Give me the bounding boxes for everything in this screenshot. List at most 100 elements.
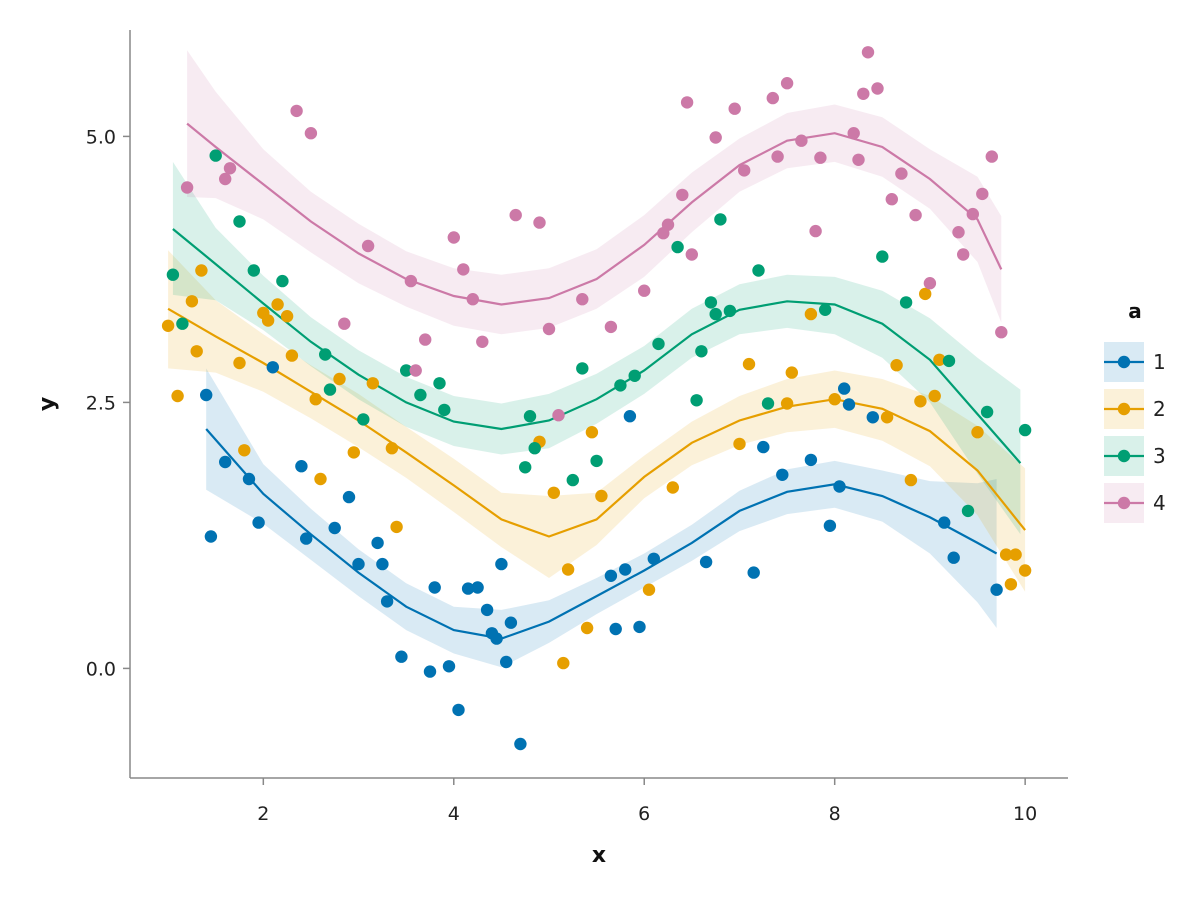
confidence-band-series-2 — [168, 250, 1026, 592]
data-point-series-2 — [261, 314, 275, 327]
data-point-series-4 — [847, 127, 860, 140]
data-point-series-3 — [523, 410, 537, 423]
data-point-series-1 — [990, 583, 1003, 596]
data-point-series-2 — [561, 563, 575, 576]
data-point-series-4 — [338, 317, 351, 330]
x-tick-label: 8 — [829, 803, 841, 825]
data-point-series-4 — [476, 335, 489, 348]
data-point-series-3 — [652, 337, 665, 351]
data-point-series-4 — [509, 208, 522, 222]
data-point-series-1 — [395, 650, 408, 663]
legend-marker — [1117, 355, 1131, 369]
legend-label: 1 — [1153, 350, 1166, 374]
data-point-series-3 — [433, 377, 446, 390]
data-point-series-1 — [833, 480, 846, 493]
data-point-series-1 — [866, 411, 879, 424]
data-point-series-3 — [438, 403, 451, 417]
legend-label: 4 — [1153, 491, 1166, 515]
legend-marker — [1117, 449, 1131, 463]
data-point-series-3 — [714, 213, 727, 226]
data-point-series-3 — [614, 379, 627, 392]
data-point-series-2 — [385, 442, 399, 455]
data-point-series-2 — [280, 310, 294, 323]
data-point-series-4 — [857, 87, 870, 101]
data-point-series-1 — [842, 398, 856, 411]
data-point-series-2 — [309, 393, 322, 406]
data-point-series-2 — [785, 366, 798, 379]
data-point-series-4 — [728, 102, 741, 115]
data-point-series-4 — [180, 181, 194, 194]
data-point-series-3 — [166, 268, 180, 281]
data-point-series-4 — [542, 322, 556, 336]
data-point-series-3 — [942, 354, 956, 368]
data-point-series-2 — [238, 444, 251, 457]
x-axis-title: x — [592, 843, 606, 868]
data-point-series-3 — [761, 397, 775, 410]
data-point-series-3 — [276, 274, 289, 288]
legend-item-4: 4 — [1104, 483, 1166, 523]
data-point-series-4 — [871, 82, 884, 95]
fit-line-series-3 — [172, 228, 1022, 464]
data-point-series-1 — [461, 582, 475, 595]
data-point-series-4 — [952, 226, 965, 239]
legend-title: a — [1128, 299, 1142, 323]
data-point-series-4 — [457, 263, 470, 276]
data-point-series-4 — [957, 248, 970, 261]
data-point-series-1 — [504, 616, 518, 629]
data-point-series-4 — [995, 326, 1008, 339]
data-point-series-3 — [519, 461, 532, 474]
data-point-series-1 — [609, 622, 622, 636]
legend-marker — [1117, 402, 1131, 416]
data-point-series-4 — [814, 151, 827, 164]
data-point-series-2 — [804, 307, 818, 321]
data-point-series-4 — [419, 333, 432, 346]
data-point-series-1 — [514, 737, 527, 751]
data-point-series-2 — [557, 656, 570, 670]
data-point-series-3 — [566, 473, 579, 487]
data-point-series-4 — [447, 231, 460, 244]
data-point-series-1 — [776, 468, 789, 481]
data-point-series-2 — [595, 489, 608, 503]
data-point-series-4 — [780, 77, 794, 90]
axes: 2 4 6 8 10 0.0 2.5 5.0 x y — [35, 30, 1068, 868]
data-point-series-4 — [676, 188, 689, 202]
fit-line-series-2 — [167, 307, 1026, 538]
data-point-series-4 — [709, 131, 722, 144]
data-point-series-1 — [623, 410, 637, 423]
data-point-series-2 — [880, 411, 894, 424]
data-point-series-2 — [171, 389, 184, 403]
data-point-series-3 — [899, 296, 913, 309]
data-point-series-2 — [185, 295, 199, 308]
x-tick-label: 4 — [448, 803, 460, 825]
data-point-series-2 — [195, 264, 208, 277]
data-point-series-3 — [980, 405, 994, 419]
data-point-series-4 — [680, 96, 694, 109]
data-point-series-1 — [376, 557, 389, 571]
data-point-series-4 — [223, 162, 237, 175]
data-point-series-2 — [904, 473, 918, 487]
data-point-series-2 — [642, 583, 656, 596]
x-tick-label: 10 — [1013, 803, 1037, 825]
data-point-series-1 — [342, 490, 356, 504]
data-point-series-1 — [699, 555, 713, 569]
data-point-series-3 — [323, 383, 337, 396]
data-point-series-4 — [966, 207, 979, 221]
data-point-series-3 — [628, 369, 641, 382]
data-point-series-2 — [347, 446, 360, 459]
data-point-series-4 — [604, 320, 618, 334]
legend-item-1: 1 — [1104, 342, 1166, 382]
data-point-series-4 — [909, 208, 922, 222]
data-point-series-1 — [266, 361, 279, 374]
data-point-series-1 — [352, 557, 365, 571]
data-point-series-2 — [828, 393, 841, 406]
data-point-series-1 — [633, 620, 646, 634]
data-point-series-2 — [233, 356, 246, 370]
data-point-series-2 — [971, 426, 984, 439]
data-point-series-2 — [585, 426, 599, 439]
data-point-series-1 — [204, 530, 218, 543]
data-point-series-1 — [495, 557, 508, 571]
data-point-series-1 — [604, 569, 618, 582]
confidence-bands — [168, 50, 1026, 668]
data-point-series-2 — [314, 472, 327, 486]
data-point-series-1 — [471, 581, 484, 594]
